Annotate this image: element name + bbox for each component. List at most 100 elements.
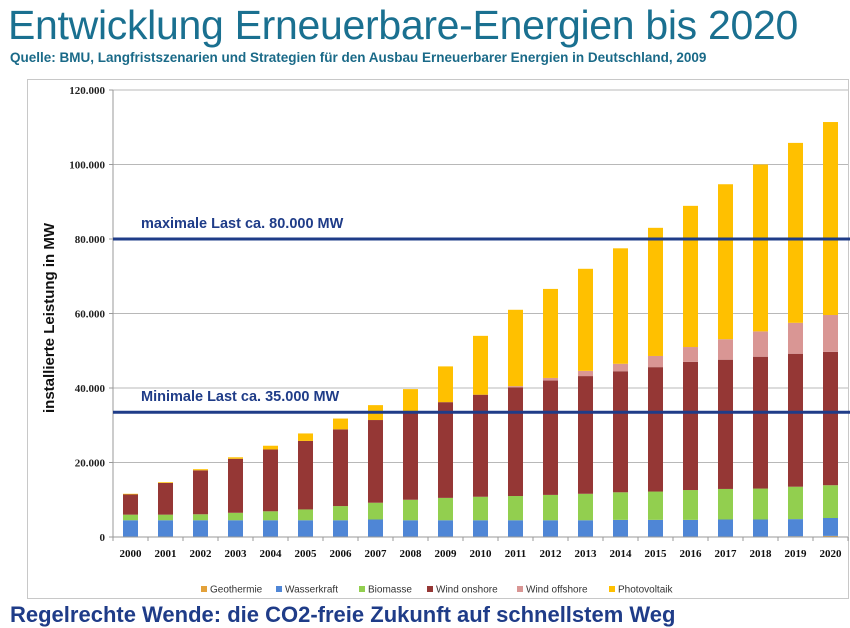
bar-segment-wind-offshore-2011 [508, 386, 523, 388]
bar-segment-biomasse-2006 [333, 506, 348, 521]
bar-stack-2000 [123, 493, 138, 537]
bar-segment-photovoltaik-2009 [438, 366, 453, 403]
bar-segment-biomasse-2017 [718, 488, 733, 520]
bar-stack-2004 [263, 445, 278, 537]
y-tick-label: 100.000 [69, 160, 105, 172]
stacked-bar-chart: 020.00040.00060.00080.000100.000120.000 … [41, 85, 850, 596]
bar-stack-2012 [543, 288, 558, 537]
y-tick-label: 40.000 [75, 383, 106, 395]
bar-segment-photovoltaik-2012 [543, 288, 558, 378]
bar-segment-photovoltaik-2008 [403, 389, 418, 412]
bar-segment-wind-onshore-2007 [368, 420, 383, 503]
bar-segment-wind-offshore-2016 [683, 347, 698, 362]
bar-segment-photovoltaik-2011 [508, 309, 523, 387]
y-tick-label: 20.000 [75, 458, 106, 470]
x-tick-label: 2004 [260, 548, 283, 560]
bar-segment-biomasse-2004 [263, 511, 278, 521]
bar-segment-biomasse-2011 [508, 496, 523, 521]
bar-segment-wind-onshore-2016 [683, 361, 698, 491]
x-tick-label: 2002 [190, 548, 213, 560]
x-tick-label: 2013 [575, 548, 598, 560]
x-tick-label: 2011 [505, 548, 526, 560]
bar-segment-biomasse-2001 [158, 514, 173, 521]
bar-segment-wind-onshore-2005 [298, 440, 313, 510]
bars [123, 122, 838, 537]
x-tick-label: 2003 [225, 548, 248, 560]
x-axis: 2000 2001 2002 2003 2004 2005 2006 2007 2008 2009… [112, 536, 849, 560]
legend-label: Wind offshore [526, 585, 588, 596]
bar-segment-wasserkraft-2014 [613, 519, 628, 537]
bar-segment-photovoltaik-2006 [333, 418, 348, 430]
x-tick-label: 2006 [330, 548, 353, 560]
bar-segment-wind-onshore-2015 [648, 367, 663, 492]
legend-swatch [517, 586, 523, 592]
y-axis: 0 20.000 40.000 60.000 80.000 100.000 120.000 [69, 85, 114, 544]
x-tick-label: 2017 [715, 548, 738, 560]
bar-stack-2010 [473, 335, 488, 537]
bar-stack-2011 [508, 309, 523, 537]
bar-segment-wind-onshore-2013 [578, 376, 593, 494]
bar-segment-photovoltaik-2005 [298, 433, 313, 441]
legend-swatch [609, 586, 615, 592]
bar-segment-wind-onshore-2019 [788, 353, 803, 487]
bar-segment-wasserkraft-2012 [543, 520, 558, 537]
bar-segment-biomasse-2000 [123, 514, 138, 521]
x-tick-label: 2014 [610, 548, 633, 560]
x-tick-label: 2001 [155, 548, 177, 560]
source-subtitle: Quelle: BMU, Langfristszenarien und Stra… [10, 50, 707, 65]
bar-segment-biomasse-2007 [368, 502, 383, 520]
bar-segment-wind-onshore-2017 [718, 359, 733, 489]
bar-stack-2015 [648, 227, 663, 537]
bar-segment-photovoltaik-2017 [718, 184, 733, 340]
legend-label: Wind onshore [436, 585, 498, 596]
bar-segment-photovoltaik-2001 [158, 482, 173, 483]
bar-segment-wasserkraft-2006 [333, 520, 348, 537]
legend-item-wind-onshore: Wind onshore [427, 585, 498, 596]
bar-segment-wasserkraft-2000 [123, 520, 138, 537]
legend-item-photovoltaik: Photovoltaik [609, 585, 673, 596]
bar-stack-2018 [753, 164, 768, 537]
bar-segment-wind-onshore-2004 [263, 449, 278, 512]
bar-segment-photovoltaik-2018 [753, 164, 768, 332]
legend-swatch [359, 586, 365, 592]
bar-segment-wind-onshore-2011 [508, 387, 523, 497]
bar-segment-biomasse-2020 [823, 485, 838, 519]
bar-stack-2006 [333, 418, 348, 537]
bar-segment-wind-offshore-2015 [648, 355, 663, 368]
bar-segment-wind-onshore-2010 [473, 394, 488, 497]
bar-segment-biomasse-2018 [753, 488, 768, 520]
bar-segment-photovoltaik-2004 [263, 445, 278, 450]
x-tick-label: 2015 [645, 548, 668, 560]
footer-text: Regelrechte Wende: die CO2-freie Zukunft… [10, 602, 676, 627]
bar-segment-wind-offshore-2013 [578, 370, 593, 377]
bar-segment-wind-onshore-2009 [438, 402, 453, 498]
bar-segment-biomasse-2012 [543, 494, 558, 521]
bar-segment-biomasse-2019 [788, 486, 803, 520]
bar-segment-wind-offshore-2019 [788, 322, 803, 354]
bar-segment-wasserkraft-2007 [368, 519, 383, 537]
bar-segment-wind-onshore-2018 [753, 356, 768, 489]
legend-label: Geothermie [210, 585, 263, 596]
y-axis-label: installierte Leistung in MW [41, 222, 58, 413]
bar-segment-biomasse-2015 [648, 491, 663, 520]
bar-segment-photovoltaik-2002 [193, 469, 208, 471]
bar-stack-2001 [158, 482, 173, 537]
bar-segment-biomasse-2002 [193, 514, 208, 521]
bar-segment-wind-offshore-2012 [543, 377, 558, 381]
bar-segment-wasserkraft-2004 [263, 520, 278, 537]
bar-segment-photovoltaik-2016 [683, 205, 698, 348]
bar-segment-wasserkraft-2009 [438, 520, 453, 537]
bar-segment-wasserkraft-2002 [193, 520, 208, 537]
legend-label: Photovoltaik [618, 585, 673, 596]
bar-segment-wasserkraft-2017 [718, 519, 733, 537]
bar-stack-2020 [823, 122, 838, 537]
bar-segment-photovoltaik-2014 [613, 248, 628, 364]
bar-segment-biomasse-2003 [228, 512, 243, 521]
bar-stack-2003 [228, 457, 243, 537]
legend-item-wind-offshore: Wind offshore [517, 585, 588, 596]
bar-segment-biomasse-2010 [473, 496, 488, 521]
legend-item-biomasse: Biomasse [359, 585, 412, 596]
bar-segment-wasserkraft-2013 [578, 520, 593, 537]
bar-segment-photovoltaik-2000 [123, 493, 138, 495]
x-tick-label: 2018 [750, 548, 773, 560]
